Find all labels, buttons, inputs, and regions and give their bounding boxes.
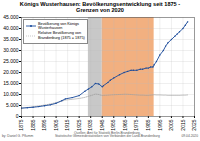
html-text:Königs Wusterhausen: Bevölkeru: Königs Wusterhausen: Bevölkerungsentwick…	[19, 0, 181, 13]
svg-text:0: 0	[16, 113, 19, 119]
svg-text:45.000: 45.000	[3, 14, 19, 20]
html-text:by: Daniel G. Pflumm: by: Daniel G. Pflumm	[2, 134, 34, 139]
svg-text:1955: 1955	[110, 119, 116, 130]
svg-text:1995: 1995	[157, 119, 163, 130]
svg-text:1985: 1985	[145, 119, 151, 130]
html-text:Quellen: Amt für Statistik Ber: Quellen: Amt für Statistik Berlin-Brande…	[54, 130, 160, 139]
svg-text:15.000: 15.000	[3, 80, 19, 86]
svg-text:1945: 1945	[99, 119, 105, 130]
svg-text:2025: 2025	[191, 119, 197, 130]
svg-text:40.000: 40.000	[3, 25, 19, 31]
svg-text:1925: 1925	[76, 119, 82, 130]
svg-text:2005: 2005	[168, 119, 174, 130]
html-text:09.04.2020: 09.04.2020	[181, 134, 198, 139]
svg-text:1965: 1965	[122, 119, 128, 130]
svg-text:1935: 1935	[87, 119, 93, 130]
svg-text:30.000: 30.000	[3, 47, 19, 53]
svg-text:1895: 1895	[41, 119, 47, 130]
svg-text:2015: 2015	[180, 119, 186, 130]
svg-text:1915: 1915	[64, 119, 70, 130]
html-text:Relative Bevölkerung von Brand: Relative Bevölkerung von Brandenburg (18…	[38, 31, 85, 40]
html-text:Bevölkerung von Königs Wusterh: Bevölkerung von Königs Wusterhausen	[38, 21, 79, 31]
svg-text:10.000: 10.000	[3, 91, 19, 97]
svg-text:35.000: 35.000	[3, 36, 19, 42]
svg-text:20.000: 20.000	[3, 69, 19, 75]
svg-text:1905: 1905	[53, 119, 59, 130]
svg-text:5.000: 5.000	[6, 102, 19, 108]
svg-text:1875: 1875	[18, 119, 24, 130]
svg-text:25.000: 25.000	[3, 58, 19, 64]
svg-text:1885: 1885	[30, 119, 36, 130]
svg-text:1975: 1975	[133, 119, 139, 130]
